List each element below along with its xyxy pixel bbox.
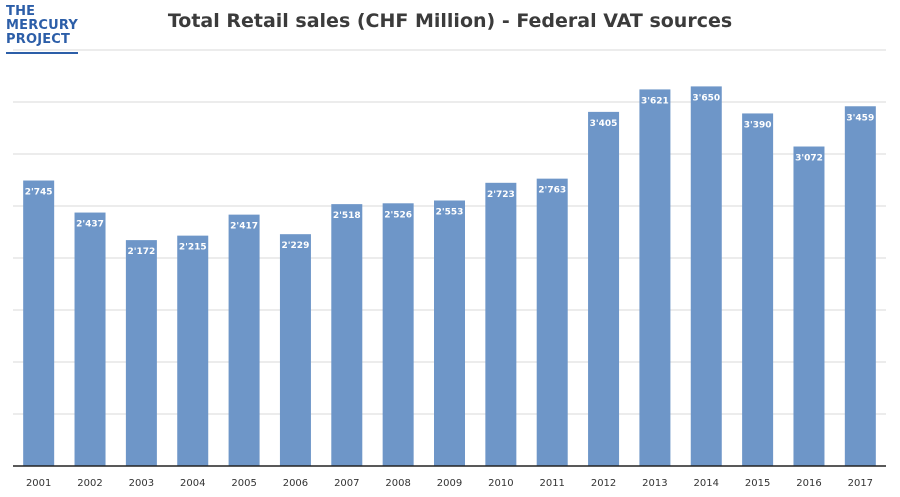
data-label-2008: 2'526 bbox=[384, 210, 412, 220]
logo-line-1: THE bbox=[6, 4, 36, 19]
bar-2017 bbox=[844, 106, 876, 466]
x-tick-2003: 2003 bbox=[129, 478, 154, 489]
logo-line-2: MERCURY bbox=[6, 18, 79, 33]
x-tick-2011: 2011 bbox=[539, 478, 564, 489]
bar-2009 bbox=[434, 200, 465, 466]
data-label-2014: 3'650 bbox=[692, 93, 720, 103]
chart-title: Total Retail sales (CHF Million) - Feder… bbox=[167, 10, 733, 32]
mercury-project-logo: THE MERCURY PROJECT bbox=[6, 5, 82, 55]
data-label-2016: 3'072 bbox=[795, 154, 823, 164]
x-tick-2010: 2010 bbox=[488, 478, 513, 489]
x-axis-ticks: 2001 2002 2003 2004 2005 2006 2007 2008 2009 2010… bbox=[26, 478, 873, 489]
x-tick-2015: 2015 bbox=[745, 478, 770, 489]
bar-2006 bbox=[279, 234, 311, 466]
bar-2010 bbox=[485, 182, 517, 467]
x-tick-2004: 2004 bbox=[180, 478, 205, 489]
x-tick-2009: 2009 bbox=[437, 478, 462, 489]
data-label-2006: 2'229 bbox=[282, 241, 310, 251]
bar-2015 bbox=[742, 113, 774, 466]
data-label-2011: 2'763 bbox=[538, 186, 566, 196]
x-tick-2017: 2017 bbox=[848, 478, 873, 489]
data-label-2005: 2'417 bbox=[230, 222, 258, 232]
bar-2013 bbox=[639, 89, 671, 466]
logo-underline bbox=[6, 52, 78, 54]
x-tick-2005: 2005 bbox=[231, 478, 256, 489]
x-tick-2001: 2001 bbox=[26, 478, 51, 489]
data-label-2010: 2'723 bbox=[487, 190, 515, 200]
x-tick-2016: 2016 bbox=[796, 478, 821, 489]
data-label-2009: 2'553 bbox=[436, 207, 464, 217]
x-tick-2007: 2007 bbox=[334, 478, 359, 489]
bar-2012 bbox=[588, 111, 620, 466]
x-tick-2012: 2012 bbox=[591, 478, 616, 489]
bar-labels: 2'745 2'437 2'172 2'215 2'417 2'229 2'518 2'526… bbox=[25, 93, 874, 257]
bar-2001 bbox=[23, 180, 55, 466]
data-label-2013: 3'621 bbox=[641, 96, 669, 106]
data-label-2003: 2'172 bbox=[127, 247, 155, 257]
bar-2005 bbox=[228, 214, 260, 466]
bar-2014 bbox=[690, 86, 722, 467]
bar-2007 bbox=[331, 204, 363, 467]
bar-2002 bbox=[74, 212, 106, 466]
x-tick-2013: 2013 bbox=[642, 478, 667, 489]
x-tick-2006: 2006 bbox=[283, 478, 308, 489]
data-label-2007: 2'518 bbox=[333, 211, 361, 221]
data-label-2017: 3'459 bbox=[846, 113, 874, 123]
bar-2004 bbox=[177, 235, 209, 466]
bar-2016 bbox=[793, 146, 825, 466]
x-tick-2002: 2002 bbox=[77, 478, 102, 489]
bar-2011 bbox=[536, 178, 568, 466]
bars bbox=[23, 86, 876, 467]
data-label-2002: 2'437 bbox=[76, 220, 104, 230]
bar-2008 bbox=[382, 203, 414, 466]
data-label-2015: 3'390 bbox=[744, 120, 772, 130]
data-label-2012: 3'405 bbox=[590, 119, 618, 129]
x-tick-2014: 2014 bbox=[694, 478, 719, 489]
bar-2003 bbox=[125, 240, 157, 466]
logo-line-3: PROJECT bbox=[6, 32, 71, 47]
data-label-2004: 2'215 bbox=[179, 243, 207, 253]
x-tick-2008: 2008 bbox=[385, 478, 410, 489]
data-label-2001: 2'745 bbox=[25, 188, 53, 198]
